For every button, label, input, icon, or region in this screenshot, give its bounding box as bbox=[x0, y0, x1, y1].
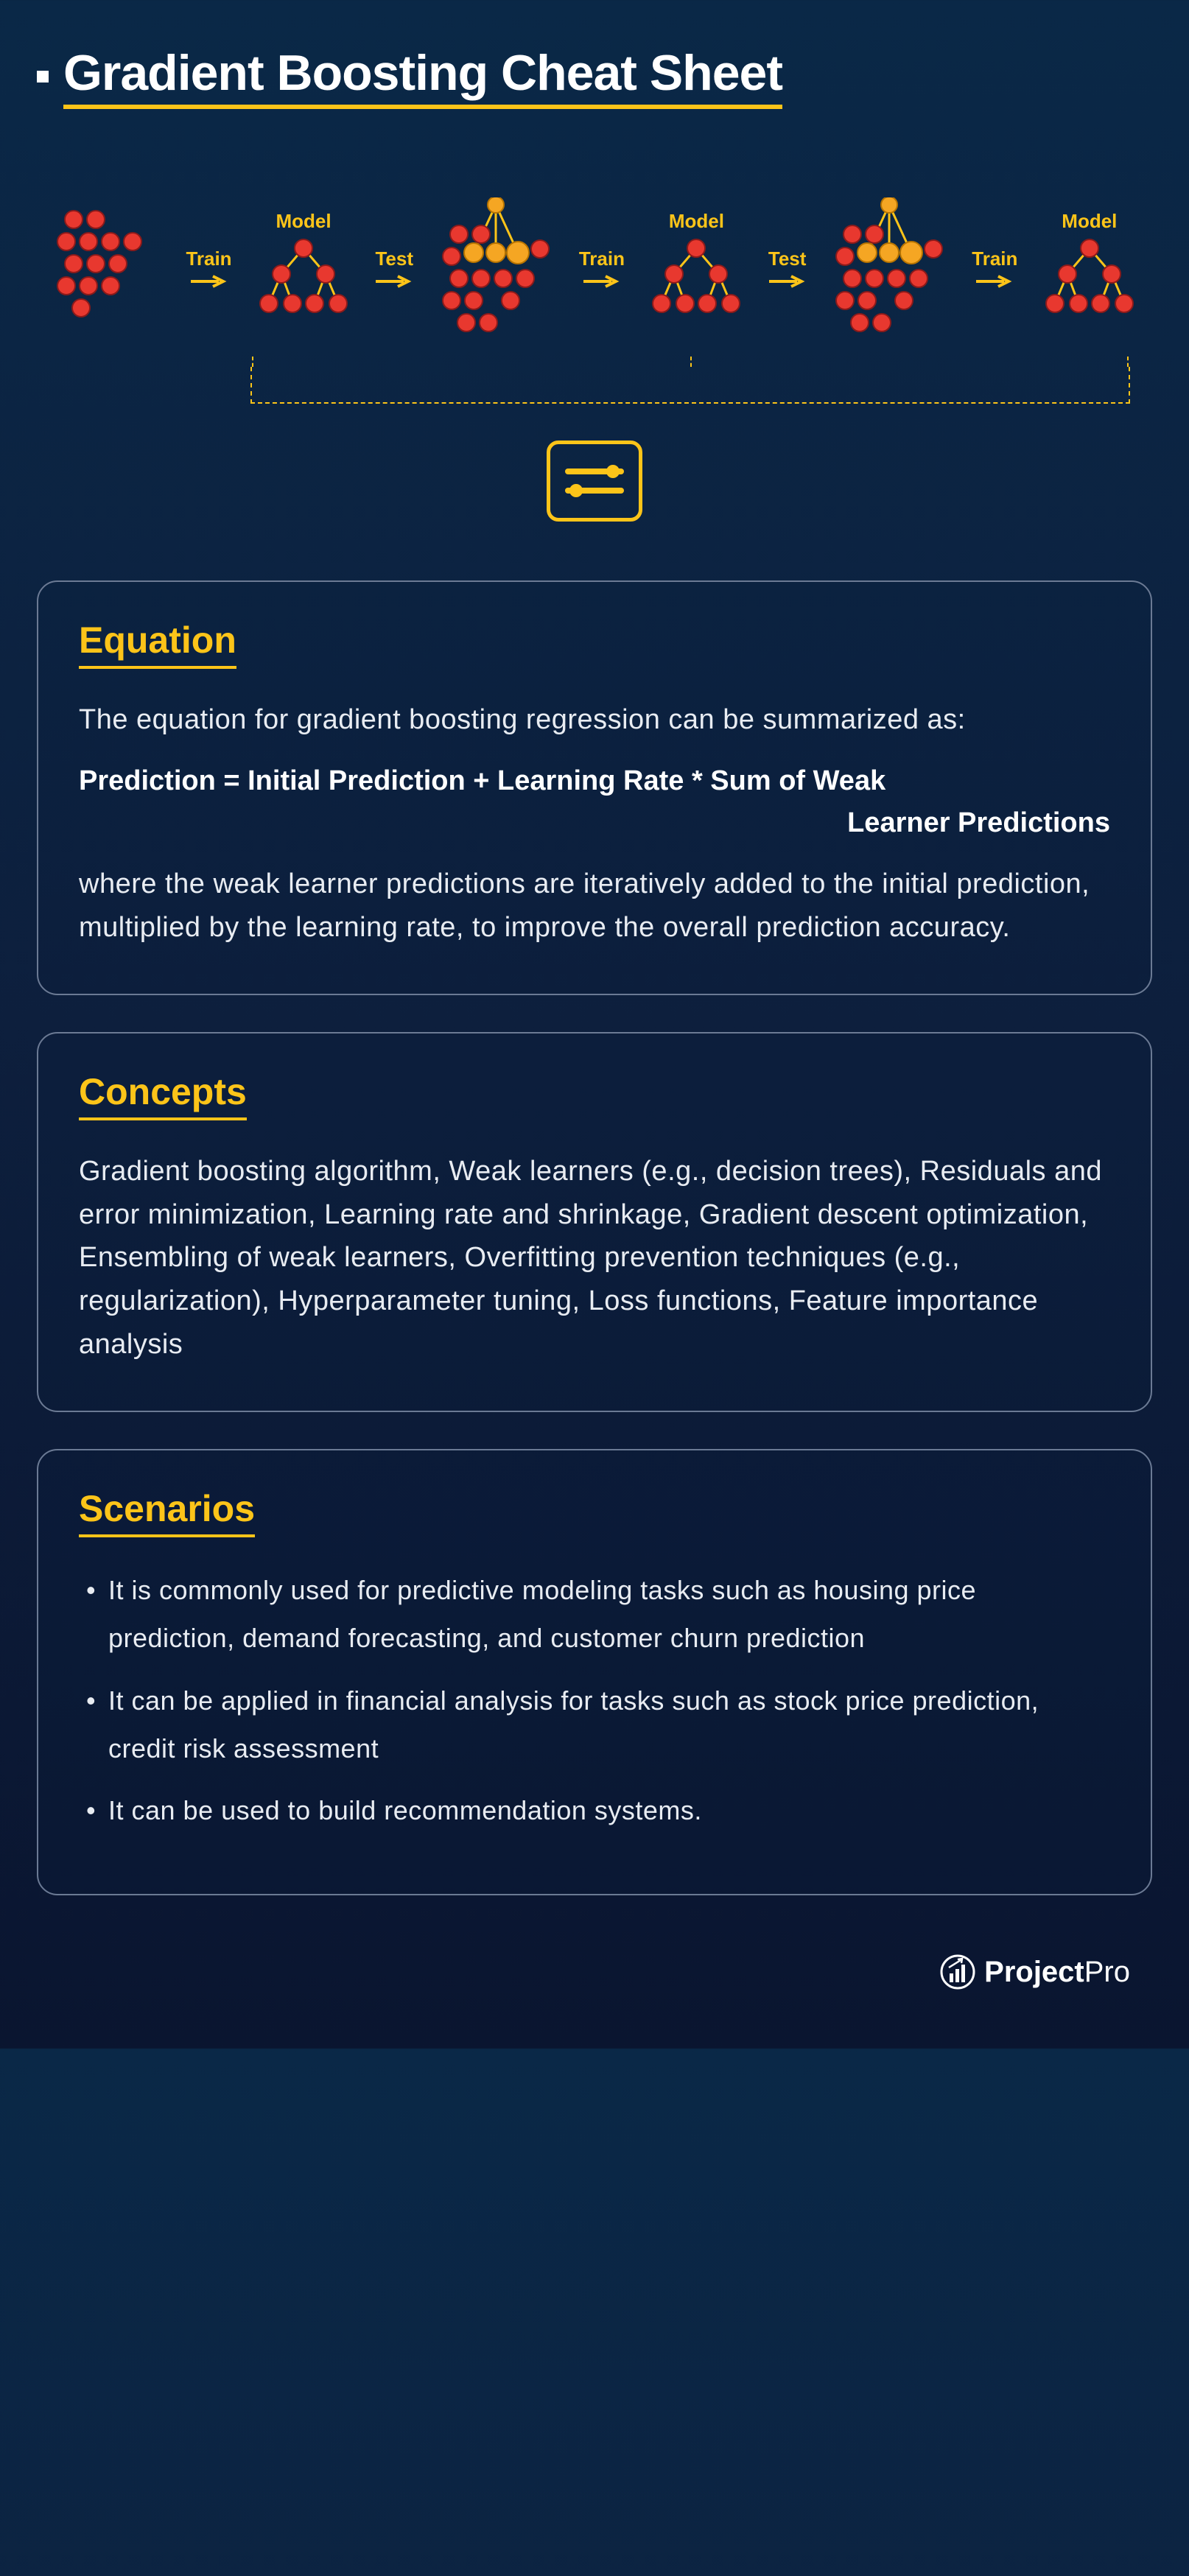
formula-left: Prediction = Initial Prediction + Learni… bbox=[79, 765, 885, 796]
title-row: Gradient Boosting Cheat Sheet bbox=[37, 44, 1152, 109]
data-cluster-2 bbox=[437, 197, 555, 337]
equation-intro: The equation for gradient boosting regre… bbox=[79, 698, 1110, 742]
concepts-card: Concepts Gradient boosting algorithm, We… bbox=[37, 1032, 1152, 1412]
arrow-icon bbox=[583, 275, 620, 288]
footer-brand: ProjectPro bbox=[984, 1956, 1130, 1989]
equation-card: Equation The equation for gradient boost… bbox=[37, 580, 1152, 995]
arrow-icon bbox=[769, 275, 806, 288]
scenario-item: It is commonly used for predictive model… bbox=[79, 1567, 1110, 1663]
model-label: Model bbox=[256, 210, 351, 233]
arrow-test-1: Test bbox=[375, 248, 413, 288]
scenarios-list: It is commonly used for predictive model… bbox=[79, 1567, 1110, 1835]
brand-bold: Project bbox=[984, 1956, 1084, 1988]
equation-title: Equation bbox=[79, 619, 236, 669]
arrow-test-2: Test bbox=[768, 248, 807, 288]
projectpro-logo-icon bbox=[940, 1954, 975, 1990]
concepts-title: Concepts bbox=[79, 1070, 247, 1120]
arrow-label: Test bbox=[375, 248, 413, 270]
arrow-label: Train bbox=[186, 248, 231, 270]
ensemble-bracket bbox=[44, 367, 1145, 411]
footer: ProjectPro bbox=[37, 1954, 1152, 1990]
arrow-train-2: Train bbox=[579, 248, 625, 288]
scenario-item: It can be applied in financial analysis … bbox=[79, 1677, 1110, 1773]
arrow-train-3: Train bbox=[972, 248, 1017, 288]
scenario-item: It can be used to build recommendation s… bbox=[79, 1787, 1110, 1835]
arrow-icon bbox=[191, 275, 228, 288]
data-cluster-3 bbox=[830, 197, 948, 337]
arrow-label: Test bbox=[768, 248, 807, 270]
data-cluster-1 bbox=[52, 205, 162, 330]
model-tree-3: Model bbox=[1042, 210, 1137, 326]
model-label: Model bbox=[648, 210, 744, 233]
arrow-icon bbox=[976, 275, 1013, 288]
sliders-icon bbox=[547, 441, 642, 522]
tuning-icon bbox=[44, 441, 1145, 522]
arrow-icon bbox=[376, 275, 413, 288]
arrow-train-1: Train bbox=[186, 248, 231, 288]
brand-light: Pro bbox=[1084, 1956, 1130, 1988]
concepts-body: Gradient boosting algorithm, Weak learne… bbox=[79, 1150, 1110, 1366]
scenarios-title: Scenarios bbox=[79, 1487, 255, 1537]
equation-explain: where the weak learner predictions are i… bbox=[79, 863, 1110, 950]
title-bullet-icon bbox=[37, 71, 49, 83]
arrow-label: Train bbox=[972, 248, 1017, 270]
arrow-label: Train bbox=[579, 248, 625, 270]
flow-diagram: Train Model Test bbox=[44, 197, 1145, 522]
model-tree-1: Model bbox=[256, 210, 351, 326]
page-title: Gradient Boosting Cheat Sheet bbox=[63, 44, 782, 109]
model-label: Model bbox=[1042, 210, 1137, 233]
flow-row: Train Model Test bbox=[44, 197, 1145, 337]
equation-formula: Prediction = Initial Prediction + Learni… bbox=[79, 760, 1110, 844]
scenarios-card: Scenarios It is commonly used for predic… bbox=[37, 1449, 1152, 1895]
model-tree-2: Model bbox=[648, 210, 744, 326]
formula-right: Learner Predictions bbox=[79, 802, 1110, 844]
